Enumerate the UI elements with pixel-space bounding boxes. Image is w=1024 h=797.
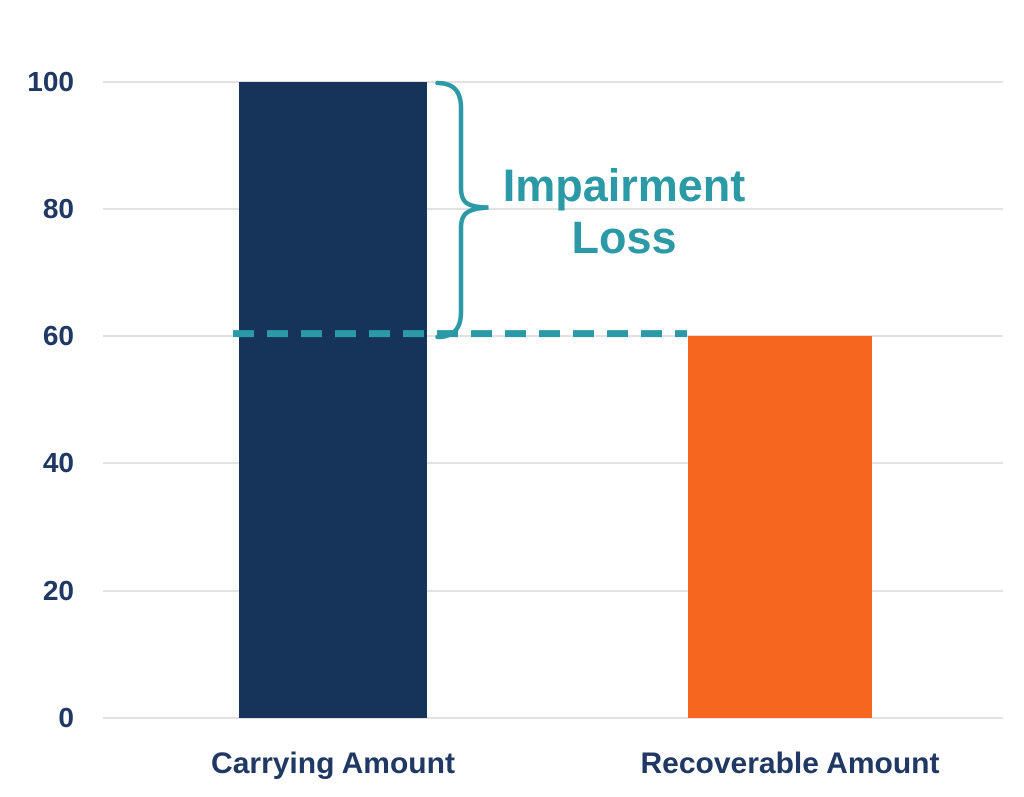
y-tick-label-20: 20 — [42, 574, 74, 606]
y-tick-label-100: 100 — [27, 65, 74, 97]
y-tick-label-40: 40 — [42, 447, 74, 479]
gridline-y-0 — [103, 717, 1003, 719]
gridline-y-100 — [103, 80, 1003, 83]
bar-recoverable-amount — [688, 336, 872, 718]
gridline-y-20 — [103, 589, 1003, 592]
annotation-line-2: Loss — [571, 212, 677, 263]
gridline-y-80 — [103, 207, 1003, 210]
gridline-y-40 — [103, 462, 1003, 465]
x-label-carrying-amount: Carrying Amount — [211, 747, 455, 780]
y-tick-label-80: 80 — [42, 192, 74, 224]
annotation-line-1: Impairment — [502, 160, 746, 211]
bar-carrying-amount — [239, 81, 427, 718]
x-label-recoverable-amount: Recoverable Amount — [640, 747, 940, 780]
y-tick-label-0: 0 — [58, 702, 74, 733]
impairment-loss-annotation: Impairment Loss — [464, 160, 784, 264]
y-tick-label-60: 60 — [42, 320, 74, 352]
